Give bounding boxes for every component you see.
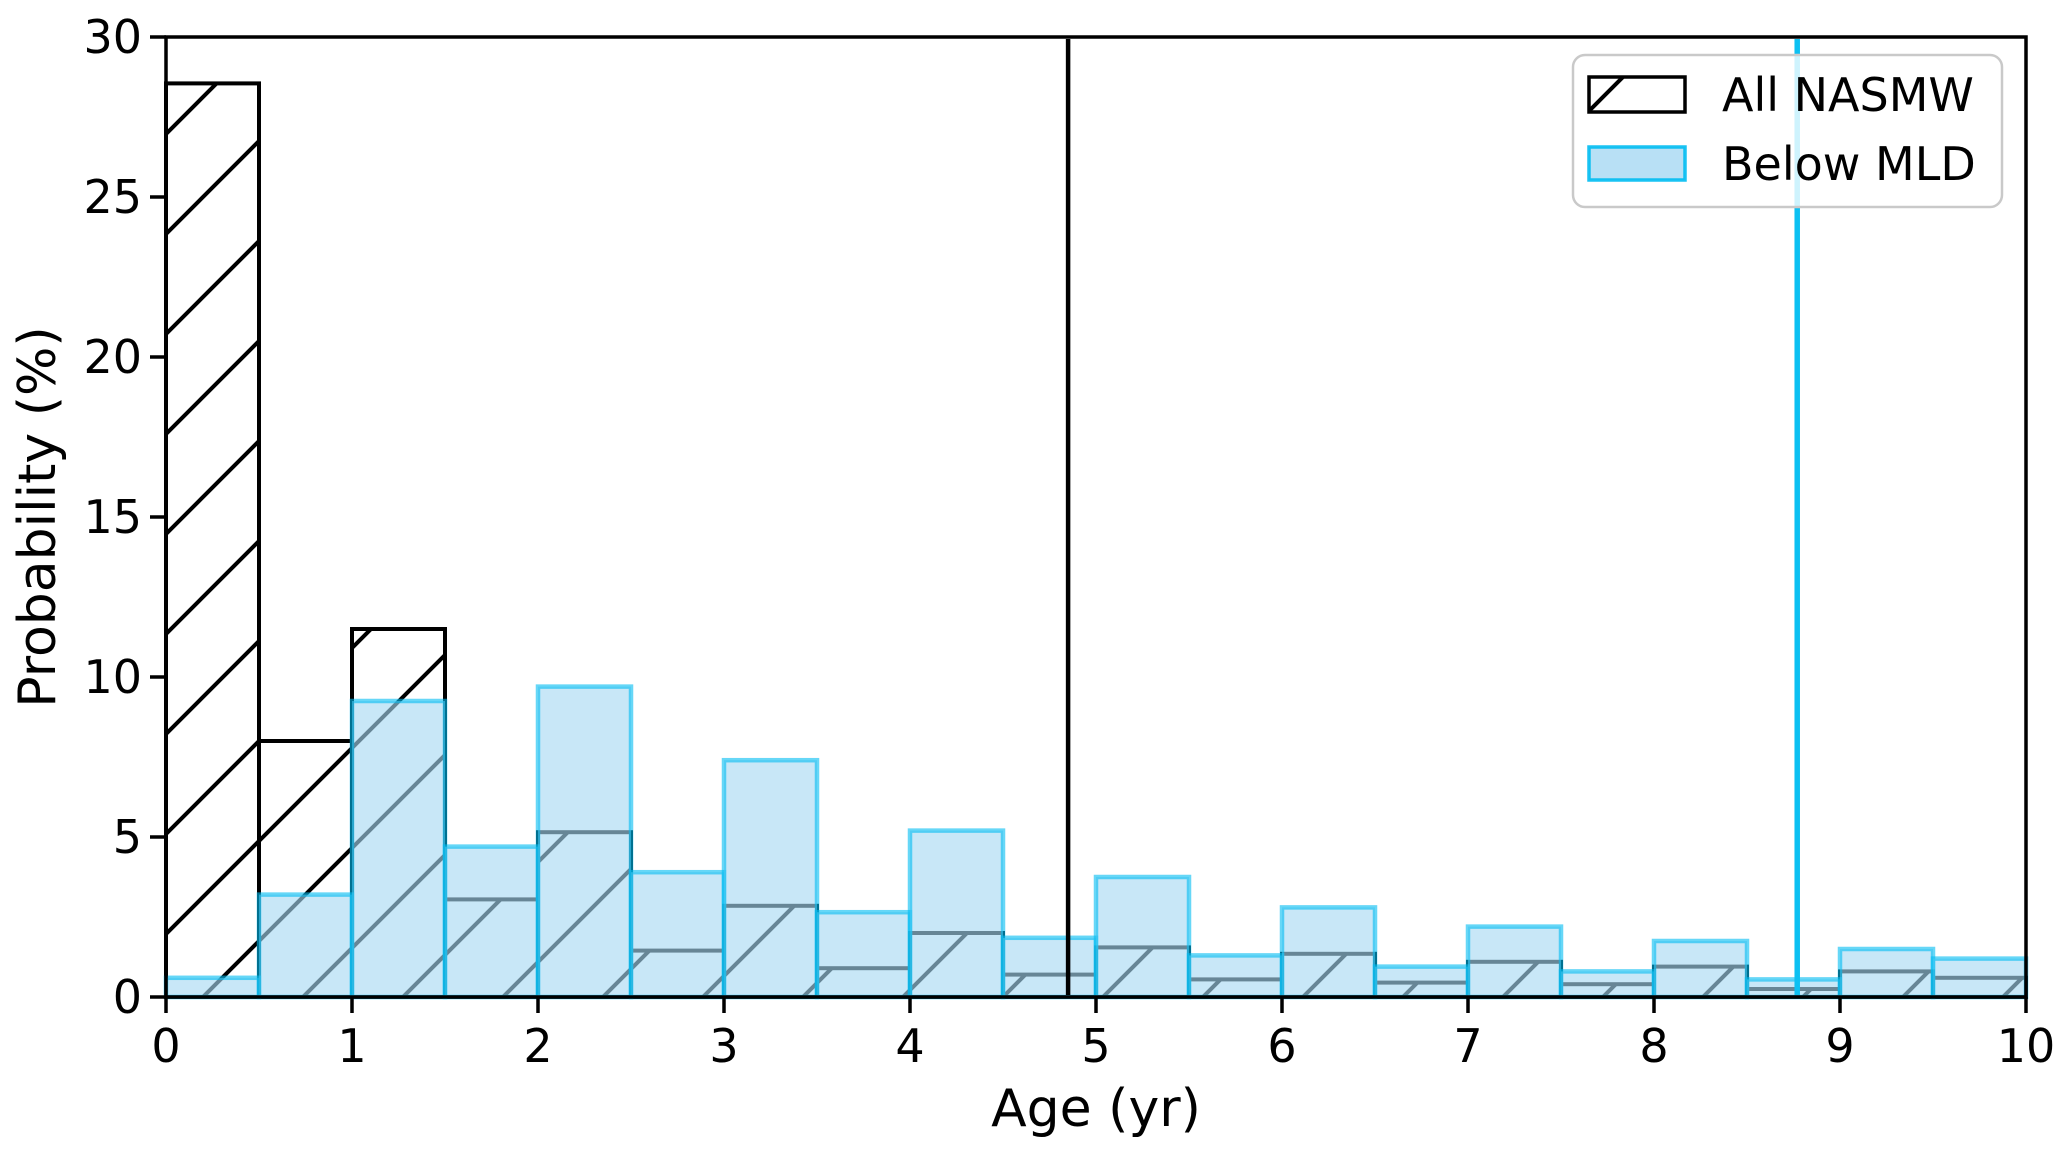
x-tick-label-6: 6 bbox=[1267, 1019, 1296, 1073]
x-tick-label-9: 9 bbox=[1825, 1019, 1854, 1073]
bar-below-mld-bin-3 bbox=[442, 844, 541, 1000]
y-tick-label-4: 20 bbox=[83, 330, 142, 384]
bar-below-mld-bin-12 bbox=[1279, 905, 1378, 1000]
y-tick-label-0: 0 bbox=[113, 970, 142, 1024]
bar-below-mld-bin-11 bbox=[1186, 953, 1285, 1000]
x-axis-label: Age (yr) bbox=[991, 1079, 1201, 1139]
bar-below-mld-bin-19 bbox=[1930, 956, 2029, 1000]
bar-below-mld-bin-18 bbox=[1837, 946, 1936, 1000]
bar-all-nasmw-bin-0 bbox=[164, 81, 261, 999]
y-tick-label-6: 30 bbox=[83, 10, 142, 64]
y-axis-label: Probability (%) bbox=[8, 326, 68, 707]
y-tick-label-5: 25 bbox=[83, 170, 142, 224]
bar-below-mld-bin-5 bbox=[628, 869, 727, 1000]
y-axis: 0 5 10 15 20 25 30 bbox=[83, 10, 166, 1024]
legend-label-below-mld: Below MLD bbox=[1722, 137, 1976, 191]
x-tick-label-0: 0 bbox=[151, 1019, 180, 1073]
x-tick-label-10: 10 bbox=[1997, 1019, 2056, 1073]
x-tick-label-3: 3 bbox=[709, 1019, 738, 1073]
x-tick-label-2: 2 bbox=[523, 1019, 552, 1073]
legend-swatch-below-mld bbox=[1587, 145, 1687, 182]
bar-below-mld-bin-16 bbox=[1651, 938, 1750, 1000]
legend-swatch-all-nasmw bbox=[1587, 75, 1687, 114]
bar-below-mld-bin-17 bbox=[1744, 977, 1843, 1000]
bar-below-mld-bin-7 bbox=[814, 909, 913, 1000]
bar-below-mld-bin-13 bbox=[1372, 964, 1471, 1000]
bar-below-mld-bin-1 bbox=[256, 892, 355, 1000]
y-tick-label-1: 5 bbox=[113, 810, 142, 864]
bar-below-mld-bin-2 bbox=[349, 698, 448, 1000]
series-below-mld bbox=[163, 684, 2029, 1000]
bar-below-mld-bin-6 bbox=[721, 757, 820, 1000]
x-axis: 0 1 2 3 4 5 6 7 8 9 10 bbox=[151, 997, 2055, 1073]
legend-label-all-nasmw: All NASMW bbox=[1722, 68, 1974, 122]
legend: All NASMW Below MLD bbox=[1571, 53, 2004, 209]
y-tick-label-2: 10 bbox=[83, 650, 142, 704]
bar-below-mld-bin-0 bbox=[163, 975, 262, 1000]
x-tick-label-4: 4 bbox=[895, 1019, 924, 1073]
bar-below-mld-bin-15 bbox=[1558, 969, 1657, 1000]
x-tick-label-8: 8 bbox=[1639, 1019, 1668, 1073]
bar-below-mld-bin-8 bbox=[907, 828, 1006, 1000]
bar-below-mld-bin-10 bbox=[1093, 874, 1192, 1000]
y-tick-label-3: 15 bbox=[83, 490, 142, 544]
bar-below-mld-bin-9 bbox=[1000, 935, 1099, 1000]
bar-below-mld-bin-14 bbox=[1465, 924, 1564, 1000]
x-tick-label-7: 7 bbox=[1453, 1019, 1482, 1073]
bar-below-mld-bin-4 bbox=[535, 684, 634, 1000]
x-tick-label-1: 1 bbox=[337, 1019, 366, 1073]
x-tick-label-5: 5 bbox=[1081, 1019, 1110, 1073]
